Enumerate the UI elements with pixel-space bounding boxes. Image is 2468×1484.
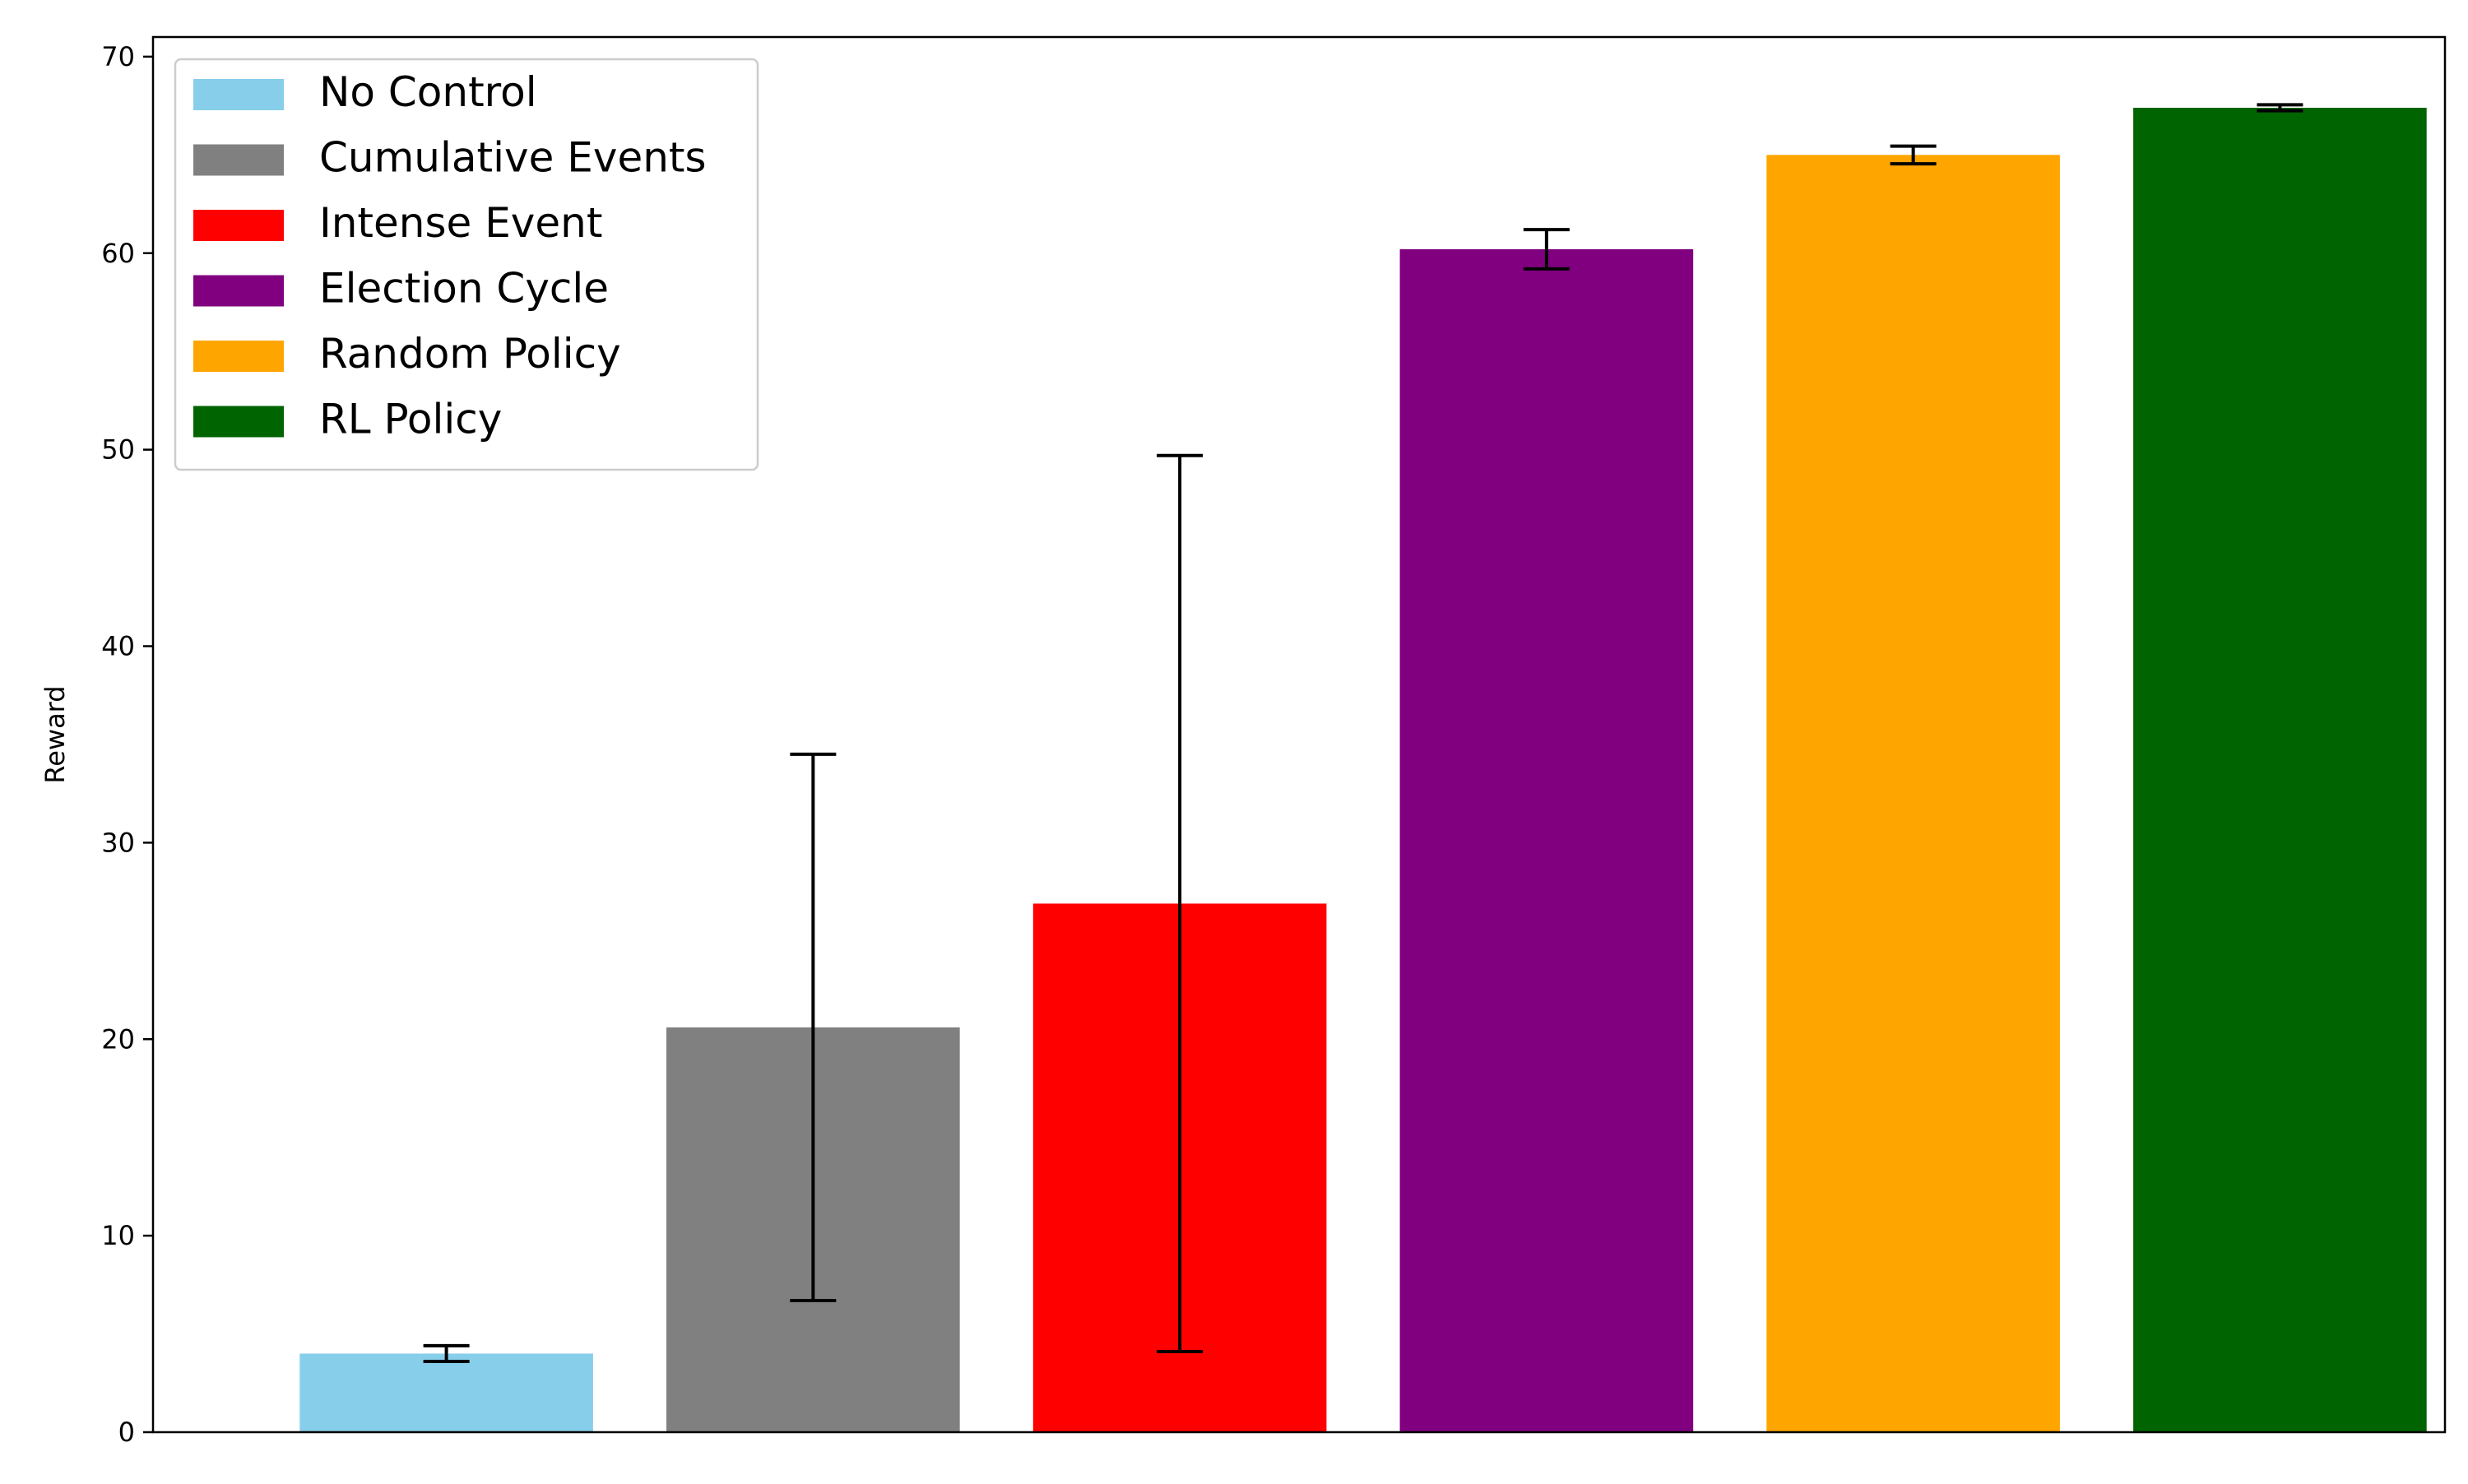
plot-frame [151, 35, 2447, 1434]
y-tick-label-30: 30 [101, 827, 135, 858]
legend-swatch-4 [193, 275, 284, 307]
y-tick-label-10: 10 [101, 1220, 135, 1251]
bars-layer [299, 107, 2427, 1432]
y-tick-label-20: 20 [101, 1023, 135, 1055]
legend-swatch-2 [193, 144, 284, 176]
legend-label-2: Cumulative Events [319, 134, 707, 182]
y-tick-label-50: 50 [101, 434, 135, 466]
legend-label-1: No Control [319, 68, 537, 116]
legend-label-6: RL Policy [319, 396, 502, 443]
bar-4 [1399, 248, 1694, 1432]
y-tick-label-40: 40 [101, 631, 135, 662]
y-tick-label-0: 0 [118, 1417, 135, 1448]
legend-swatch-1 [193, 79, 284, 110]
legend-label-4: Election Cycle [319, 265, 609, 313]
y-tick-label-60: 60 [101, 238, 135, 269]
legend-label-5: Random Policy [319, 330, 621, 378]
legend-swatch-5 [193, 341, 284, 372]
bar-1 [299, 1353, 593, 1432]
y-axis-label: Reward [39, 685, 71, 783]
legend-swatch-3 [193, 210, 284, 241]
error-bars-layer [423, 103, 2303, 1364]
legend: No Control Cumulative Events Intense Event… [174, 58, 759, 471]
y-tick-label-70: 70 [101, 41, 135, 72]
legend-frame [174, 58, 759, 471]
legend-label-3: Intense Event [319, 199, 602, 247]
axes-layer: 0 10 20 30 40 50 60 70 [101, 35, 2447, 1448]
bar-6 [2133, 107, 2427, 1432]
bar-5 [1766, 155, 2060, 1432]
legend-swatch-6 [193, 406, 284, 438]
